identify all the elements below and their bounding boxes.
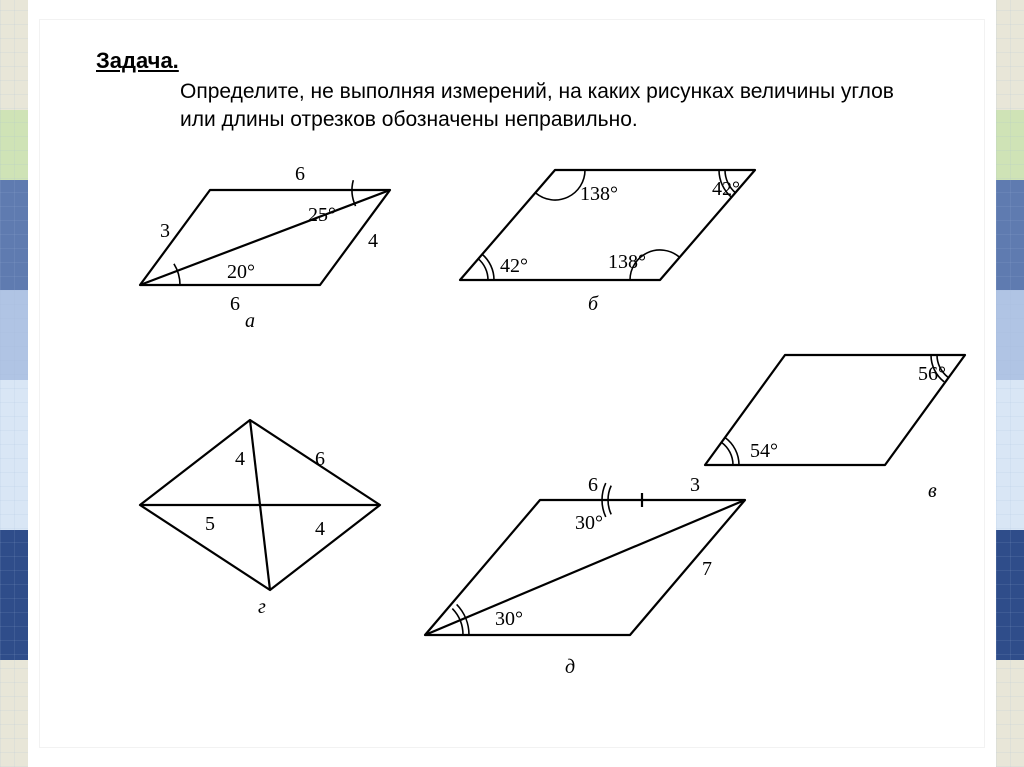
- angle-label: 20°: [227, 261, 255, 283]
- figure-label: б: [588, 293, 599, 315]
- side-label: 4: [235, 448, 245, 470]
- frame-right: [996, 0, 1024, 767]
- angle-arc: [478, 258, 488, 279]
- side-label: 4: [315, 518, 325, 540]
- side-label: 4: [368, 230, 378, 252]
- figure-a: 364625°20°а: [110, 155, 430, 365]
- angle-arc: [721, 442, 733, 465]
- slide-content: Задача. Определите, не выполняя измерени…: [40, 20, 984, 747]
- figure-b: 138° 42° 42° 138° б: [440, 145, 770, 345]
- side-label: 6: [588, 474, 598, 496]
- figure-label: а: [245, 310, 255, 332]
- figure-label: д: [565, 656, 575, 678]
- figure-label: в: [928, 480, 937, 502]
- angle-label: 30°: [495, 608, 523, 630]
- problem-heading: Задача.: [96, 48, 984, 74]
- side-label: 7: [702, 558, 712, 580]
- problem-instructions: Определите, не выполняя измерений, на ка…: [180, 78, 914, 135]
- angle-label: 25°: [308, 204, 336, 226]
- figure-d: 6 3 7 30° 30° д: [410, 475, 770, 715]
- figure-label: г: [258, 596, 266, 618]
- diagrams-area: 364625°20°а138°42°42°138°б56°54°в4654г63…: [40, 145, 984, 685]
- side-label: 3: [690, 474, 700, 496]
- figure-g: 4 6 5 4 г: [120, 405, 410, 635]
- angle-arc: [174, 263, 180, 284]
- angle-label: 138°: [608, 251, 646, 273]
- frame-left: [0, 0, 28, 767]
- angle-label: 42°: [500, 255, 528, 277]
- angle-label: 56°: [918, 363, 946, 385]
- side-label: 6: [230, 293, 240, 315]
- side-label: 3: [160, 220, 170, 242]
- side-label: 6: [295, 163, 305, 185]
- angle-label: 42°: [712, 178, 740, 200]
- side-label: 5: [205, 513, 215, 535]
- side-label: 6: [315, 448, 325, 470]
- angle-label: 138°: [580, 183, 618, 205]
- angle-label: 54°: [750, 440, 778, 462]
- angle-label: 30°: [575, 512, 603, 534]
